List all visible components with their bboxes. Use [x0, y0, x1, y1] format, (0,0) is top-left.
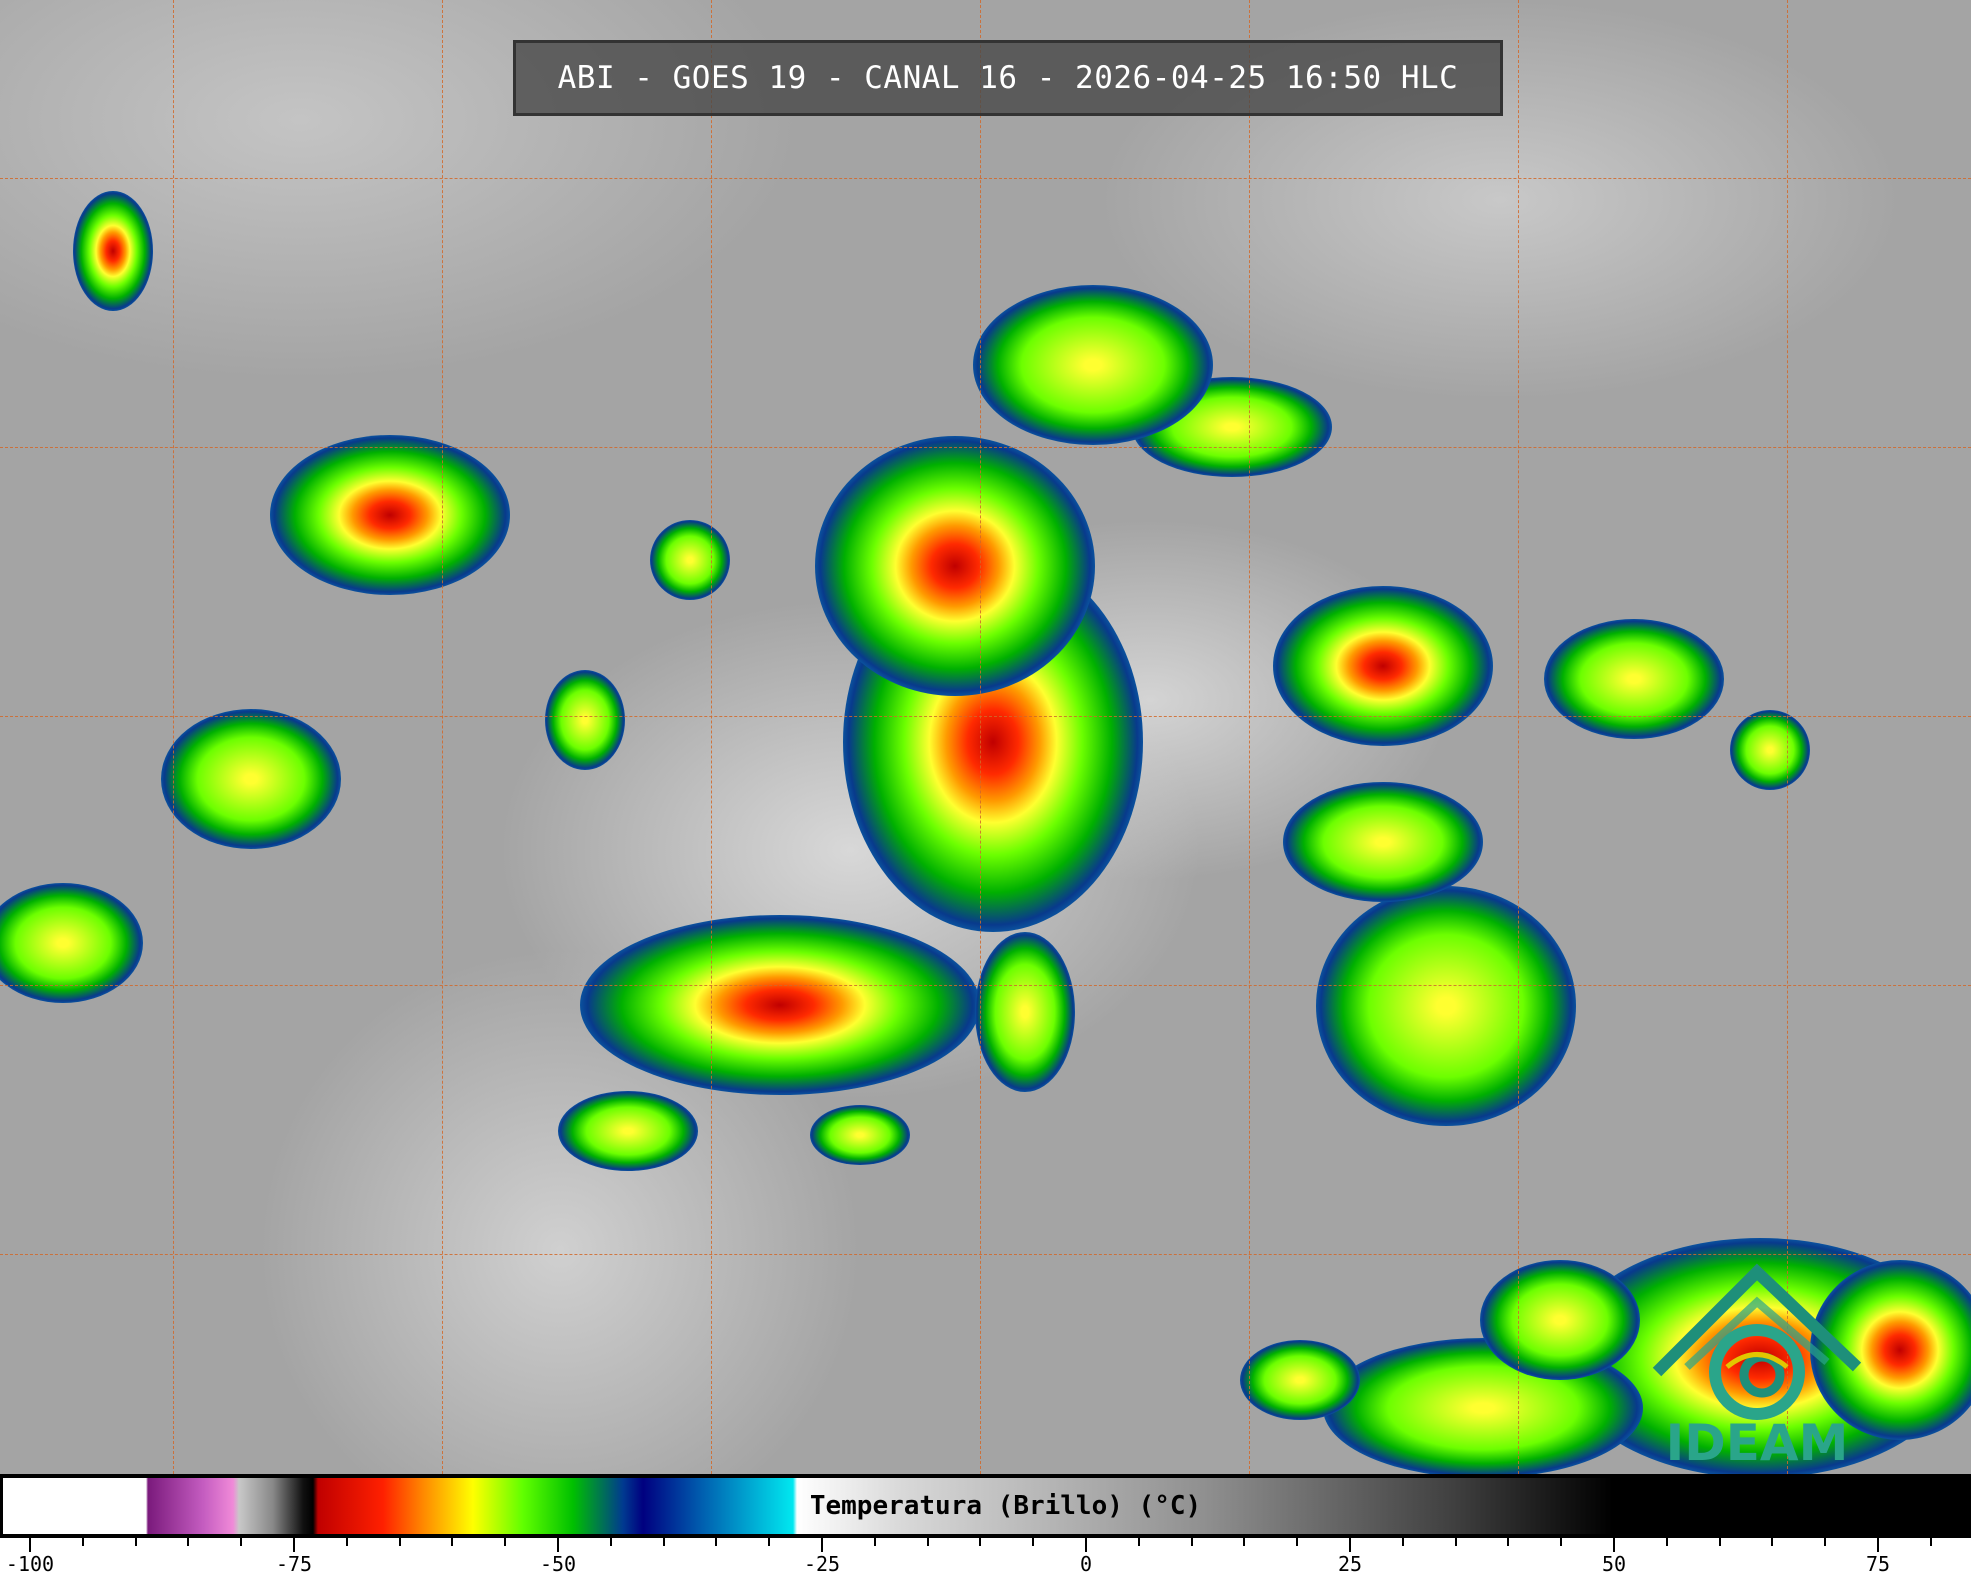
major-tick — [821, 1538, 823, 1552]
minor-tick — [187, 1538, 190, 1546]
storm-cloud — [1283, 782, 1483, 902]
minor-tick — [345, 1538, 348, 1546]
major-tick — [1877, 1538, 1879, 1552]
storm-cloud — [1273, 586, 1493, 746]
minor-tick — [1824, 1538, 1827, 1546]
storm-cloud — [73, 191, 153, 311]
storm-cloud — [161, 709, 341, 849]
latitude-gridline — [0, 1254, 1971, 1255]
major-tick — [293, 1538, 295, 1552]
minor-tick — [81, 1538, 84, 1546]
minor-tick — [873, 1538, 876, 1546]
ideam-logo: IDEAM — [1647, 1257, 1867, 1472]
minor-tick — [240, 1538, 243, 1546]
latitude-gridline — [0, 447, 1971, 448]
storm-cloud — [270, 435, 510, 595]
major-tick — [557, 1538, 559, 1552]
minor-tick — [1137, 1538, 1140, 1546]
major-tick — [29, 1538, 31, 1552]
longitude-gridline — [442, 0, 443, 1474]
longitude-gridline — [1518, 0, 1519, 1474]
tick-label: 50 — [1601, 1552, 1627, 1576]
minor-tick — [1401, 1538, 1404, 1546]
minor-tick — [504, 1538, 507, 1546]
minor-tick — [1507, 1538, 1510, 1546]
minor-tick — [1560, 1538, 1563, 1546]
storm-cloud — [815, 436, 1095, 696]
storm-cloud — [650, 520, 730, 600]
latitude-gridline — [0, 985, 1971, 986]
storm-cloud — [973, 285, 1213, 445]
storm-cloud — [810, 1105, 910, 1165]
tick-label: -25 — [803, 1552, 841, 1576]
tick-label: -100 — [5, 1552, 55, 1576]
longitude-gridline — [173, 0, 174, 1474]
minor-tick — [1296, 1538, 1299, 1546]
storm-cloud — [1240, 1340, 1360, 1420]
storm-cloud — [1730, 710, 1810, 790]
minor-tick — [609, 1538, 612, 1546]
minor-tick — [398, 1538, 401, 1546]
satellite-image-map — [0, 0, 1971, 1474]
major-tick — [1085, 1538, 1087, 1552]
minor-tick — [1718, 1538, 1721, 1546]
storm-cloud — [558, 1091, 698, 1171]
minor-tick — [1243, 1538, 1246, 1546]
longitude-gridline — [980, 0, 981, 1474]
storm-cloud — [545, 670, 625, 770]
minor-tick — [451, 1538, 454, 1546]
ideam-logo-icon — [1652, 1263, 1862, 1420]
latitude-gridline — [0, 716, 1971, 717]
storm-cloud — [580, 915, 980, 1095]
latitude-gridline — [0, 178, 1971, 179]
storm-cloud — [1544, 619, 1724, 739]
minor-tick — [926, 1538, 929, 1546]
tick-label: 75 — [1865, 1552, 1891, 1576]
tick-label: 25 — [1337, 1552, 1363, 1576]
longitude-gridline — [1249, 0, 1250, 1474]
colorbar: Temperatura (Brillo) (°C) -100 -75 -50 -25 0… — [0, 1474, 1971, 1577]
storm-cloud — [1316, 886, 1576, 1126]
longitude-gridline — [711, 0, 712, 1474]
minor-tick — [1929, 1538, 1932, 1546]
longitude-gridline — [1787, 0, 1788, 1474]
minor-tick — [1454, 1538, 1457, 1546]
colorbar-label: Temperatura (Brillo) (°C) — [809, 1491, 1202, 1521]
minor-tick — [1665, 1538, 1668, 1546]
storm-cloud — [0, 883, 143, 1003]
minor-tick — [662, 1538, 665, 1546]
minor-tick — [1032, 1538, 1035, 1546]
colorbar-gradient — [3, 1478, 1971, 1534]
minor-tick — [715, 1538, 718, 1546]
tick-label: -75 — [275, 1552, 313, 1576]
storm-cloud — [1480, 1260, 1640, 1380]
colorbar-frame: Temperatura (Brillo) (°C) — [0, 1474, 1971, 1538]
minor-tick — [134, 1538, 137, 1546]
minor-tick — [1771, 1538, 1774, 1546]
major-tick — [1613, 1538, 1615, 1552]
tick-label: 0 — [1079, 1552, 1093, 1576]
minor-tick — [1190, 1538, 1193, 1546]
tick-label: -50 — [539, 1552, 577, 1576]
ideam-logo-text: IDEAM — [1665, 1414, 1849, 1472]
image-title: ABI - GOES 19 - CANAL 16 - 2026-04-25 16… — [513, 40, 1503, 116]
minor-tick — [768, 1538, 771, 1546]
major-tick — [1349, 1538, 1351, 1552]
minor-tick — [979, 1538, 982, 1546]
storm-cloud — [975, 932, 1075, 1092]
